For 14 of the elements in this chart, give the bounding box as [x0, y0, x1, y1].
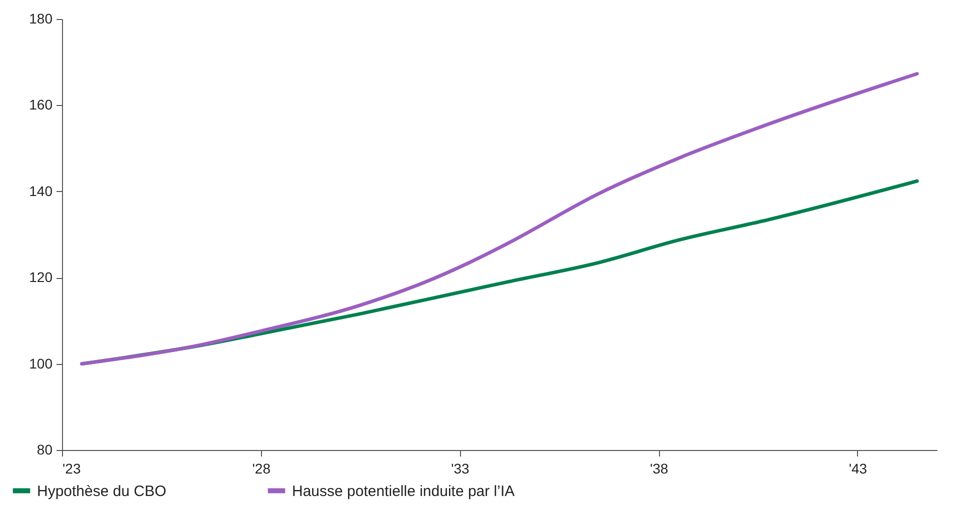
x-tick-label: '23: [62, 460, 81, 476]
y-tick-label: 160: [29, 96, 53, 113]
y-tick-label: 180: [29, 10, 53, 26]
x-tick-label: '33: [451, 460, 470, 476]
legend-label: Hausse potentielle induite par l’IA: [292, 482, 515, 500]
legend-label: Hypothèse du CBO: [37, 482, 166, 500]
y-tick-label: 100: [29, 355, 53, 372]
x-tick-label: '38: [650, 460, 668, 476]
x-tick-label: '28: [252, 460, 271, 476]
y-tick-label: 120: [29, 269, 53, 286]
line-series: [80, 72, 919, 366]
y-tick-label: 80: [36, 442, 53, 458]
y-tick-label: 140: [29, 182, 53, 199]
x-tick-label: '43: [848, 460, 868, 476]
